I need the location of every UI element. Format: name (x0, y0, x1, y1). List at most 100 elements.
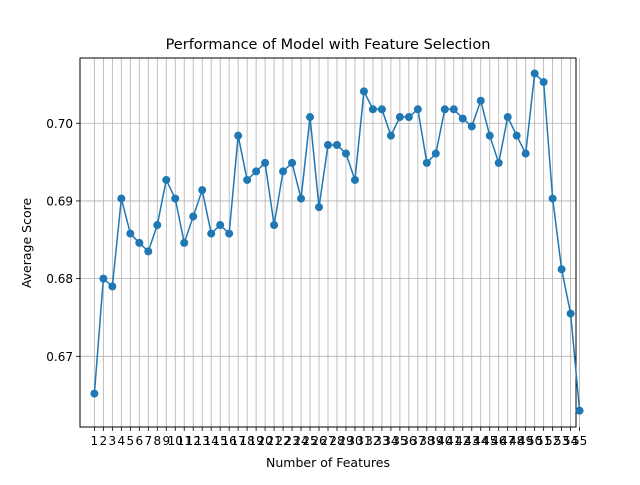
ticks: 1 2 3 4 5 6 7 8 91011121314151617181920212223242… (46, 117, 587, 448)
data-point (386, 131, 395, 140)
x-tick-label: 41 (446, 434, 461, 448)
x-tick-label: 24 (293, 434, 308, 448)
x-tick-label: 54 (563, 434, 578, 448)
x-tick-label: 22 (275, 434, 290, 448)
x-tick-label: 15 (213, 434, 228, 448)
data-point (225, 229, 234, 238)
x-tick-label: 29 (338, 434, 353, 448)
x-tick-label: 39 (428, 434, 443, 448)
x-tick-label: 36 (401, 434, 416, 448)
x-tick-label: 42 (455, 434, 470, 448)
data-point (476, 96, 485, 105)
x-tick-label: 28 (329, 434, 344, 448)
x-tick-label: 43 (464, 434, 479, 448)
data-point (234, 131, 243, 140)
x-tick-label: 9 (162, 434, 170, 448)
x-tick-label: 20 (257, 434, 272, 448)
x-tick-label: 13 (195, 434, 210, 448)
data-point (207, 229, 216, 238)
data-point (162, 175, 171, 184)
data-point (539, 78, 548, 87)
data-point (99, 274, 108, 283)
data-point (494, 158, 503, 167)
x-tick-label: 55 (572, 434, 587, 448)
x-tick-label: 3 (109, 434, 117, 448)
x-tick-label: 35 (392, 434, 407, 448)
x-tick-label: 8 (153, 434, 161, 448)
x-tick-label: 25 (302, 434, 317, 448)
x-tick-label: 10 (168, 434, 183, 448)
data-point (458, 114, 467, 123)
data-point (171, 194, 180, 203)
data-point (404, 113, 413, 122)
x-tick-label: 44 (473, 434, 488, 448)
x-tick-label: 37 (410, 434, 425, 448)
x-tick-label: 18 (239, 434, 254, 448)
x-tick-label: 34 (383, 434, 398, 448)
x-tick-label: 11 (177, 434, 192, 448)
data-point (512, 131, 521, 140)
data-point (108, 282, 117, 291)
x-tick-label: 5 (126, 434, 134, 448)
data-point (332, 141, 341, 150)
data-point (324, 141, 332, 150)
data-point (341, 149, 350, 158)
data-point (90, 389, 99, 398)
x-tick-label: 6 (135, 434, 143, 448)
x-tick-label: 52 (545, 434, 560, 448)
x-tick-label: 49 (518, 434, 533, 448)
x-tick-label: 16 (222, 434, 237, 448)
y-tick-label: 0.69 (46, 194, 73, 208)
data-point (126, 229, 135, 238)
data-point (467, 122, 476, 131)
x-tick-label: 1 (91, 434, 99, 448)
x-tick-label: 45 (482, 434, 497, 448)
x-tick-label: 19 (248, 434, 263, 448)
y-tick-label: 0.68 (46, 272, 73, 286)
data-point (306, 113, 315, 122)
x-tick-label: 17 (231, 434, 246, 448)
data-point (117, 194, 126, 203)
data-point (359, 87, 368, 96)
x-tick-label: 33 (374, 434, 389, 448)
x-tick-label: 23 (284, 434, 299, 448)
data-point (503, 113, 512, 122)
data-point (297, 194, 306, 203)
data-point (395, 113, 404, 122)
x-tick-label: 50 (527, 434, 542, 448)
data-point (350, 175, 359, 184)
x-tick-label: 12 (186, 434, 201, 448)
data-point (252, 167, 261, 176)
y-tick-label: 0.70 (46, 117, 73, 131)
x-tick-label: 32 (365, 434, 380, 448)
data-point (575, 406, 584, 415)
data-point (566, 309, 575, 318)
data-point (189, 212, 198, 221)
x-tick-label: 46 (491, 434, 506, 448)
chart-title: Performance of Model with Feature Select… (166, 37, 491, 53)
x-tick-label: 30 (347, 434, 362, 448)
data-point (315, 203, 324, 212)
x-tick-label: 7 (144, 434, 152, 448)
data-point (216, 221, 225, 230)
x-axis-label: Number of Features (266, 455, 390, 470)
data-point (377, 105, 386, 114)
data-point (135, 238, 144, 247)
data-point (422, 158, 431, 167)
data-point (144, 247, 153, 256)
x-tick-label: 27 (320, 434, 335, 448)
x-tick-label: 26 (311, 434, 326, 448)
data-point (180, 238, 189, 247)
x-tick-label: 47 (500, 434, 515, 448)
x-tick-label: 21 (266, 434, 281, 448)
data-point (440, 105, 449, 114)
x-tick-label: 51 (536, 434, 551, 448)
data-point (153, 221, 162, 230)
data-point (485, 131, 494, 140)
data-point (198, 186, 207, 195)
x-tick-label: 38 (419, 434, 434, 448)
y-tick-label: 0.67 (46, 350, 73, 364)
x-tick-label: 14 (204, 434, 219, 448)
x-tick-label: 31 (356, 434, 371, 448)
